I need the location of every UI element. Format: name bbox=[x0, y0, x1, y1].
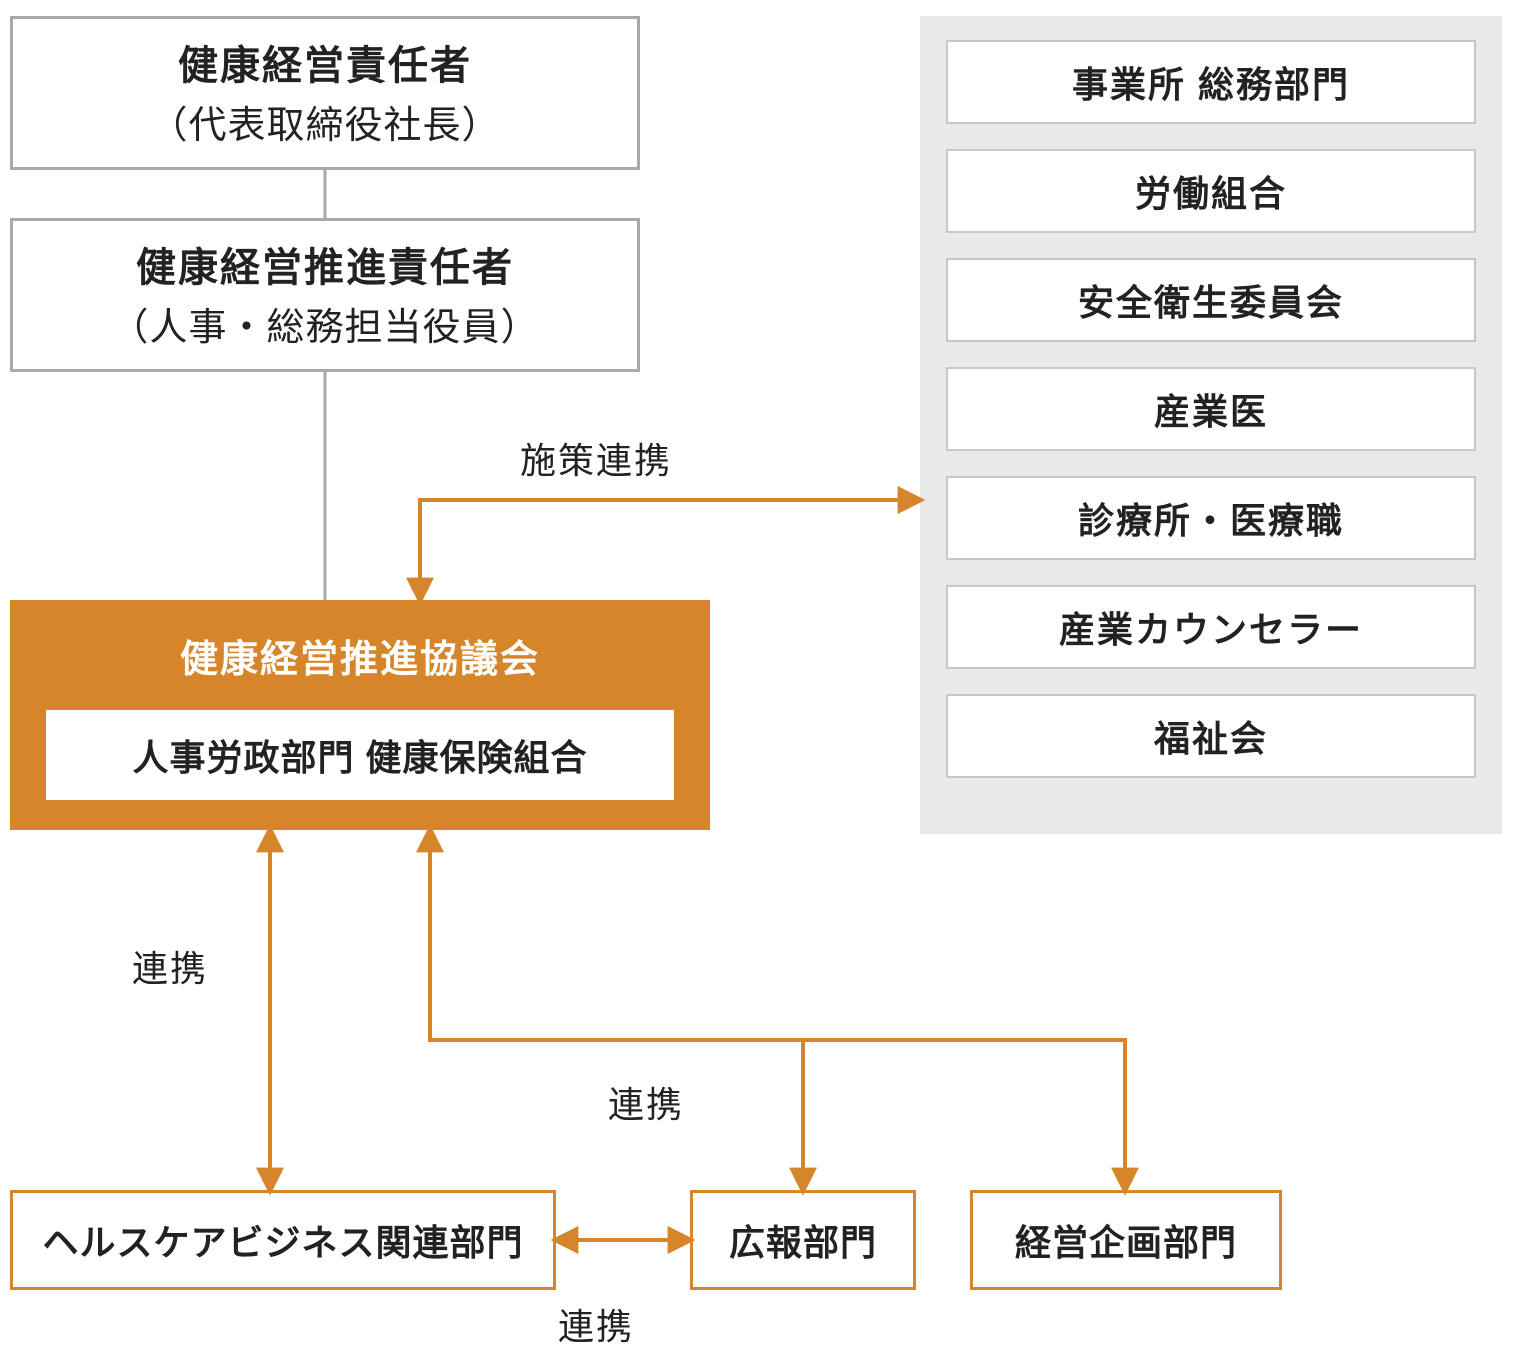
node-label: ヘルスケアビジネス関連部門 bbox=[42, 1214, 523, 1266]
edge-label-coop3: 連携 bbox=[558, 1298, 634, 1350]
node-title: 健康経営推進責任者 bbox=[136, 240, 514, 296]
node-health-mgmt-council: 健康経営推進協議会 人事労政部門 健康保険組合 bbox=[10, 600, 710, 830]
node-subtitle: （人事・総務担当役員） bbox=[110, 296, 539, 351]
node-title: 健康経営責任者 bbox=[178, 38, 472, 94]
node-healthcare-business: ヘルスケアビジネス関連部門 bbox=[10, 1190, 556, 1290]
council-title: 健康経営推進協議会 bbox=[180, 628, 540, 683]
edge-label-policy: 施策連携 bbox=[520, 432, 672, 484]
side-panel: 事業所 総務部門労働組合安全衛生委員会産業医診療所・医療職産業カウンセラー福祉会 bbox=[920, 16, 1502, 834]
council-sub-label: 人事労政部門 健康保険組合 bbox=[132, 729, 587, 781]
side-panel-item: 安全衛生委員会 bbox=[946, 258, 1476, 342]
council-inner: 人事労政部門 健康保険組合 bbox=[46, 710, 674, 800]
node-corp-planning-dept: 経営企画部門 bbox=[970, 1190, 1282, 1290]
side-panel-item-label: 福祉会 bbox=[1154, 710, 1268, 762]
edge-e5 bbox=[430, 830, 1125, 1190]
org-chart-canvas: 健康経営責任者 （代表取締役社長） 健康経営推進責任者 （人事・総務担当役員） … bbox=[0, 0, 1526, 1362]
side-panel-item-label: 労働組合 bbox=[1135, 165, 1287, 217]
node-pr-dept: 広報部門 bbox=[690, 1190, 916, 1290]
node-health-mgmt-promotion-officer: 健康経営推進責任者 （人事・総務担当役員） bbox=[10, 218, 640, 372]
side-panel-item-label: 産業カウンセラー bbox=[1059, 601, 1363, 653]
side-panel-item: 診療所・医療職 bbox=[946, 476, 1476, 560]
side-panel-item-label: 安全衛生委員会 bbox=[1078, 274, 1344, 326]
node-subtitle: （代表取締役社長） bbox=[149, 94, 500, 149]
node-health-mgmt-officer: 健康経営責任者 （代表取締役社長） bbox=[10, 16, 640, 170]
edge-label-coop2: 連携 bbox=[608, 1076, 684, 1128]
node-label: 経営企画部門 bbox=[1015, 1214, 1237, 1266]
node-label: 広報部門 bbox=[729, 1214, 877, 1266]
side-panel-item: 労働組合 bbox=[946, 149, 1476, 233]
side-panel-item: 産業医 bbox=[946, 367, 1476, 451]
side-panel-item-label: 事業所 総務部門 bbox=[1072, 56, 1350, 108]
side-panel-item-label: 産業医 bbox=[1154, 383, 1268, 435]
side-panel-item: 事業所 総務部門 bbox=[946, 40, 1476, 124]
edge-e3 bbox=[420, 500, 920, 600]
side-panel-item-label: 診療所・医療職 bbox=[1078, 492, 1344, 544]
side-panel-item: 福祉会 bbox=[946, 694, 1476, 778]
edge-label-coop1: 連携 bbox=[132, 940, 208, 992]
side-panel-item: 産業カウンセラー bbox=[946, 585, 1476, 669]
